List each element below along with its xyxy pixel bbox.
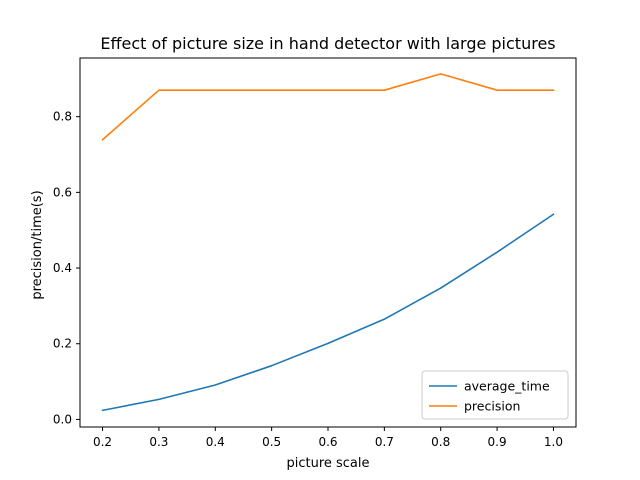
legend: average_time precision [421, 370, 569, 420]
x-axis: 0.2 0.3 0.4 0.5 0.6 0.7 0.8 0.9 1.0 [93, 427, 563, 449]
legend-box [421, 370, 569, 420]
x-tick-label: 1.0 [544, 435, 563, 449]
plot-area [79, 57, 577, 428]
x-tick-label: 0.3 [149, 435, 168, 449]
plot-frame [79, 57, 577, 428]
series-line-average-time [101, 213, 555, 412]
legend-label: average_time [464, 379, 550, 394]
chart-title: Effect of picture size in hand detector … [100, 34, 555, 53]
x-tick-label: 0.9 [488, 435, 507, 449]
x-tick-label: 0.8 [431, 435, 450, 449]
y-tick-label: 0.8 [53, 110, 72, 124]
y-axis: 0.0 0.2 0.4 0.6 0.8 [53, 110, 80, 426]
x-axis-label: picture scale [286, 456, 369, 471]
series-line-precision [101, 73, 555, 141]
x-tick-label: 0.6 [318, 435, 337, 449]
x-tick-label: 0.7 [375, 435, 394, 449]
x-tick-label: 0.4 [206, 435, 225, 449]
y-tick-label: 0.6 [53, 185, 72, 199]
series-layer [101, 73, 555, 412]
legend-label: precision [464, 399, 520, 414]
y-axis-label: precision/time(s) [30, 190, 45, 299]
y-tick-label: 0.4 [53, 261, 72, 275]
y-tick-label: 0.0 [53, 412, 72, 426]
x-tick-label: 0.2 [93, 435, 112, 449]
y-tick-label: 0.2 [53, 337, 72, 351]
x-tick-label: 0.5 [262, 435, 281, 449]
